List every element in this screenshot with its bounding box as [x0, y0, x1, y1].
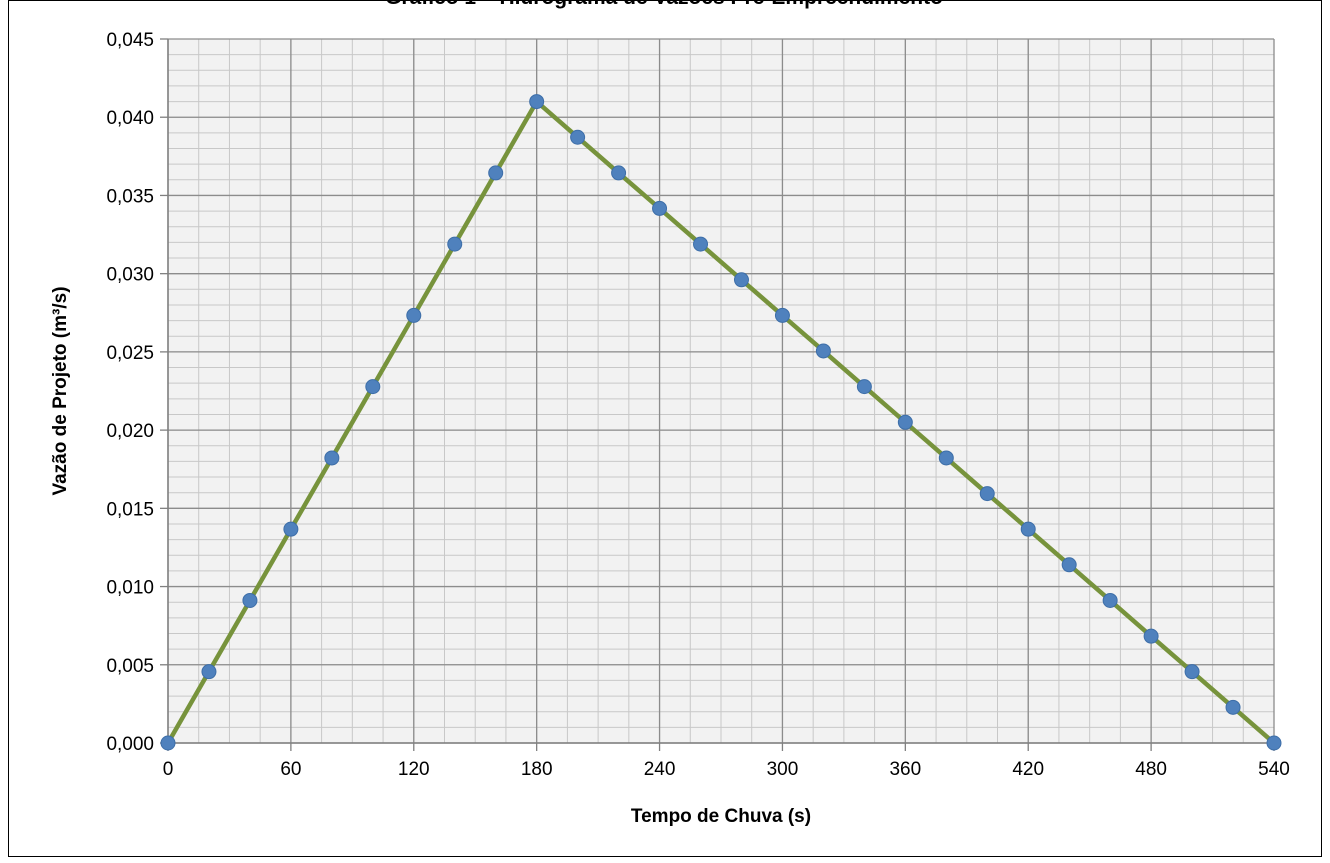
y-tick-label: 0,040 — [106, 108, 154, 129]
y-tick-label: 0,005 — [106, 656, 154, 677]
data-point — [283, 521, 299, 537]
x-tick-label: 60 — [280, 759, 301, 780]
data-point — [1266, 735, 1282, 751]
x-axis-label: Tempo de Chuva (s) — [631, 806, 811, 827]
data-point — [611, 165, 627, 181]
data-point — [1061, 557, 1077, 573]
y-tick-label: 0,000 — [106, 734, 154, 755]
data-point — [160, 735, 176, 751]
data-point — [324, 450, 340, 466]
y-tick-label: 0,025 — [106, 343, 154, 364]
y-tick-label: 0,035 — [106, 186, 154, 207]
y-tick-label: 0,010 — [106, 578, 154, 599]
data-point — [938, 450, 954, 466]
x-tick-label: 480 — [1135, 759, 1167, 780]
data-point — [1102, 592, 1118, 608]
data-point — [570, 129, 586, 145]
data-point — [406, 307, 422, 323]
data-point — [815, 343, 831, 359]
x-tick-label: 240 — [644, 759, 676, 780]
chart-title: Gráfico 1 – Hidrograma de Vazões Pré-Emp… — [385, 0, 943, 9]
data-point — [856, 379, 872, 395]
data-point — [652, 200, 668, 216]
series-line — [166, 99, 1276, 745]
data-point — [1020, 521, 1036, 537]
data-point — [447, 236, 463, 252]
data-point — [201, 664, 217, 680]
data-point — [897, 414, 913, 430]
y-tick-label: 0,045 — [106, 30, 154, 51]
y-axis-label: Vazão de Projeto (m³/s) — [50, 286, 71, 495]
data-point — [1143, 628, 1159, 644]
data-point — [529, 94, 545, 110]
x-tick-label: 360 — [889, 759, 921, 780]
y-tick-label: 0,030 — [106, 265, 154, 286]
data-point — [693, 236, 709, 252]
data-point — [1184, 664, 1200, 680]
data-point — [242, 592, 258, 608]
y-tick-label: 0,015 — [106, 499, 154, 520]
x-tick-label: 300 — [767, 759, 799, 780]
x-tick-label: 420 — [1012, 759, 1044, 780]
x-tick-label: 180 — [521, 759, 553, 780]
data-point — [365, 379, 381, 395]
data-point — [733, 272, 749, 288]
x-tick-label: 120 — [398, 759, 430, 780]
y-tick-label: 0,020 — [106, 421, 154, 442]
plot-area: 0,000 0,005 0,010 0,015 0,020 0,025 0,030 0,035… — [106, 30, 1289, 780]
data-point — [774, 307, 790, 323]
x-tick-label: 0 — [163, 759, 174, 780]
data-point — [1225, 699, 1241, 715]
data-point — [488, 165, 504, 181]
data-point — [979, 486, 995, 502]
x-tick-label: 540 — [1258, 759, 1290, 780]
